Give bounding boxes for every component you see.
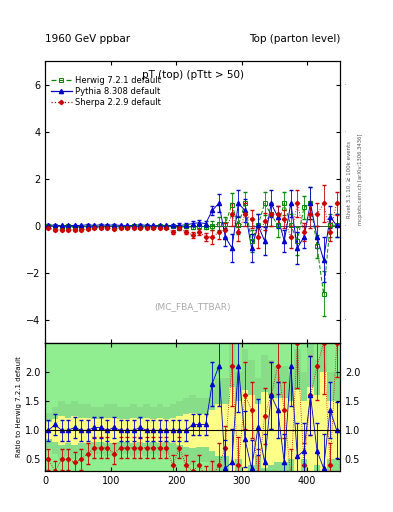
- Bar: [301, 401, 307, 459]
- Bar: [242, 349, 248, 512]
- Bar: [229, 387, 235, 474]
- Bar: [288, 401, 294, 459]
- Bar: [255, 378, 261, 483]
- Bar: [65, 417, 72, 443]
- Bar: [156, 404, 163, 457]
- Bar: [117, 419, 124, 442]
- Bar: [215, 404, 222, 457]
- Text: mcplots.cern.ch [arXiv:1306.3436]: mcplots.cern.ch [arXiv:1306.3436]: [358, 134, 363, 225]
- Bar: [84, 404, 91, 457]
- Bar: [327, 401, 333, 459]
- Bar: [248, 360, 255, 500]
- Bar: [209, 410, 215, 451]
- Bar: [150, 419, 156, 442]
- Legend: Herwig 7.2.1 default, Pythia 8.308 default, Sherpa 2.2.9 default: Herwig 7.2.1 default, Pythia 8.308 defau…: [50, 74, 163, 109]
- Bar: [320, 372, 327, 488]
- Bar: [78, 404, 84, 457]
- Bar: [183, 398, 189, 462]
- Bar: [235, 401, 242, 459]
- Bar: [314, 395, 320, 465]
- Bar: [222, 378, 229, 483]
- Bar: [170, 417, 176, 443]
- Text: Top (parton level): Top (parton level): [248, 33, 340, 44]
- Bar: [45, 421, 52, 439]
- Bar: [143, 404, 150, 457]
- Bar: [58, 416, 65, 445]
- Bar: [143, 417, 150, 443]
- Bar: [209, 390, 215, 471]
- Bar: [281, 366, 288, 494]
- Bar: [261, 355, 268, 506]
- Bar: [137, 407, 143, 454]
- Bar: [189, 395, 196, 465]
- Y-axis label: Ratio to Herwig 7.2.1 default: Ratio to Herwig 7.2.1 default: [16, 356, 22, 458]
- Text: 1960 GeV ppbar: 1960 GeV ppbar: [45, 33, 130, 44]
- Bar: [235, 372, 242, 488]
- Bar: [91, 419, 97, 442]
- Text: Rivet 3.1.10, ≥ 100k events: Rivet 3.1.10, ≥ 100k events: [347, 141, 352, 218]
- Bar: [130, 404, 137, 457]
- Bar: [320, 314, 327, 512]
- Bar: [327, 372, 333, 488]
- Bar: [196, 414, 202, 446]
- Bar: [45, 413, 52, 448]
- Bar: [111, 404, 117, 457]
- Bar: [163, 407, 170, 454]
- Bar: [307, 343, 314, 512]
- Bar: [248, 395, 255, 465]
- Bar: [72, 416, 78, 445]
- Bar: [97, 419, 104, 442]
- Bar: [202, 414, 209, 446]
- Bar: [215, 378, 222, 483]
- Bar: [104, 417, 111, 443]
- Bar: [183, 414, 189, 446]
- Bar: [170, 404, 176, 457]
- Bar: [111, 417, 117, 443]
- Bar: [268, 395, 274, 465]
- Bar: [314, 360, 320, 500]
- Bar: [274, 398, 281, 462]
- Bar: [229, 343, 235, 512]
- Text: (MC_FBA_TTBAR): (MC_FBA_TTBAR): [154, 302, 231, 311]
- Bar: [202, 398, 209, 462]
- Bar: [281, 398, 288, 462]
- Bar: [124, 419, 130, 442]
- Bar: [176, 401, 183, 459]
- Bar: [124, 407, 130, 454]
- Bar: [52, 407, 58, 454]
- Bar: [78, 417, 84, 443]
- Bar: [84, 417, 91, 443]
- Bar: [163, 419, 170, 442]
- Bar: [150, 407, 156, 454]
- Bar: [333, 372, 340, 488]
- Bar: [130, 417, 137, 443]
- Bar: [301, 372, 307, 488]
- Bar: [156, 417, 163, 443]
- Bar: [117, 407, 124, 454]
- Bar: [72, 401, 78, 459]
- Bar: [255, 404, 261, 457]
- Bar: [176, 416, 183, 445]
- Bar: [196, 398, 202, 462]
- Bar: [65, 404, 72, 457]
- Bar: [268, 360, 274, 500]
- Bar: [58, 401, 65, 459]
- Bar: [222, 404, 229, 457]
- Bar: [288, 372, 294, 488]
- Bar: [137, 419, 143, 442]
- Bar: [97, 407, 104, 454]
- Text: pT (top) (pTtt > 50): pT (top) (pTtt > 50): [141, 70, 244, 80]
- Bar: [52, 419, 58, 442]
- Bar: [333, 401, 340, 459]
- Bar: [242, 390, 248, 471]
- Bar: [307, 387, 314, 474]
- Bar: [261, 393, 268, 468]
- Bar: [91, 407, 97, 454]
- Bar: [189, 413, 196, 448]
- Bar: [294, 349, 301, 512]
- Bar: [104, 404, 111, 457]
- Bar: [274, 366, 281, 494]
- Bar: [294, 390, 301, 471]
